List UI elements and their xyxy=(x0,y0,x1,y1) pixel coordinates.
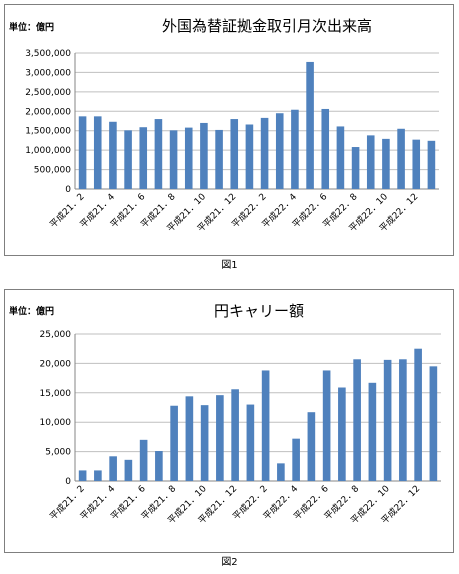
bar xyxy=(215,129,223,189)
y-tick-label: 0 xyxy=(65,477,71,487)
bar xyxy=(200,405,209,481)
chart-2-unit-label: 単位：億円 xyxy=(9,305,54,317)
bar xyxy=(412,139,421,189)
y-tick-label: 2,500,000 xyxy=(25,88,71,98)
bar xyxy=(245,124,254,189)
bar xyxy=(353,359,361,481)
bar xyxy=(246,404,255,481)
y-tick-label: 3,000,000 xyxy=(25,68,71,78)
y-tick-label: 20,000 xyxy=(40,359,72,369)
y-tick-label: 15,000 xyxy=(40,389,72,399)
bar xyxy=(93,116,102,189)
bar xyxy=(277,463,285,481)
bar xyxy=(338,387,346,481)
bar xyxy=(383,359,392,481)
y-tick-label: 1,000,000 xyxy=(25,146,71,156)
bar xyxy=(78,116,87,189)
chart-1-y-ticks: 0 500,000 1,000,000 1,500,000 2,000,000 2,500… xyxy=(25,49,71,195)
bar xyxy=(109,456,117,481)
chart-2-svg: 単位：億円 円キャリー額 0 5,000 10,000 15,000 20,000 25,… xyxy=(9,302,441,526)
bar xyxy=(275,113,284,189)
bar xyxy=(382,138,390,189)
bar xyxy=(368,382,377,481)
bar xyxy=(351,147,360,189)
y-tick-label: 3,500,000 xyxy=(25,49,71,59)
bar xyxy=(429,366,438,481)
bar xyxy=(216,395,224,481)
bar xyxy=(306,61,314,189)
y-tick-label: 10,000 xyxy=(40,418,72,428)
bar xyxy=(154,119,163,189)
bar xyxy=(78,470,87,481)
y-tick-label: 1,500,000 xyxy=(25,127,71,137)
bar xyxy=(321,108,330,189)
y-tick-label: 2,000,000 xyxy=(25,107,71,117)
chart-1-svg: 単位：億円 外国為替証拠金取引月次出来高 0 500,000 1,000,000 1,… xyxy=(9,17,439,234)
bar xyxy=(397,128,405,189)
chart-2-bars xyxy=(78,348,438,481)
y-tick-label: 25,000 xyxy=(40,330,72,340)
y-tick-label: 0 xyxy=(65,185,71,195)
bar xyxy=(124,459,133,481)
chart-panel-2: 単位：億円 円キャリー額 0 5,000 10,000 15,000 20,000 25,… xyxy=(4,289,454,553)
chart-1-unit-label: 単位：億円 xyxy=(9,21,54,33)
chart-1-x-ticks: 平成21．2平成21．4平成21．6平成21．8平成21．10平成21．12平成… xyxy=(47,190,420,234)
bar xyxy=(139,127,148,189)
bar xyxy=(261,370,270,481)
chart-2-y-ticks: 0 5,000 10,000 15,000 20,000 25,000 xyxy=(40,330,72,487)
bar xyxy=(307,412,316,481)
chart-1-grid xyxy=(74,52,439,190)
bar xyxy=(170,405,178,481)
y-tick-label: 500,000 xyxy=(34,166,71,176)
chart-1-caption: 図1 xyxy=(221,260,238,271)
bar xyxy=(399,359,407,481)
bar xyxy=(366,135,375,189)
bar xyxy=(109,121,117,189)
chart-1-title: 外国為替証拠金取引月次出来高 xyxy=(162,17,372,35)
bar xyxy=(155,451,163,481)
chart-2-title: 円キャリー額 xyxy=(214,302,304,320)
bar xyxy=(260,117,269,189)
bar xyxy=(322,370,331,481)
bar xyxy=(292,438,300,481)
bar xyxy=(427,140,436,189)
bar xyxy=(414,348,422,481)
chart-panel-1: 単位：億円 外国為替証拠金取引月次出来高 0 500,000 1,000,000 1,… xyxy=(4,4,454,256)
chart-2-caption: 図2 xyxy=(221,557,238,568)
bar xyxy=(94,470,102,481)
bar xyxy=(336,126,345,189)
bar xyxy=(200,122,208,189)
chart-2-grid xyxy=(74,333,441,482)
bar xyxy=(231,389,239,481)
bar xyxy=(185,396,194,481)
bar xyxy=(124,130,132,189)
chart-1-bars xyxy=(78,61,436,189)
bar xyxy=(291,109,299,189)
bar xyxy=(230,119,239,189)
bar xyxy=(139,439,148,481)
bar xyxy=(169,130,178,189)
bar xyxy=(184,127,193,189)
chart-2-x-ticks: 平成21．2平成21．4平成21．6平成21．8平成21．10平成21．12平成… xyxy=(47,482,422,526)
y-tick-label: 5,000 xyxy=(45,448,71,458)
